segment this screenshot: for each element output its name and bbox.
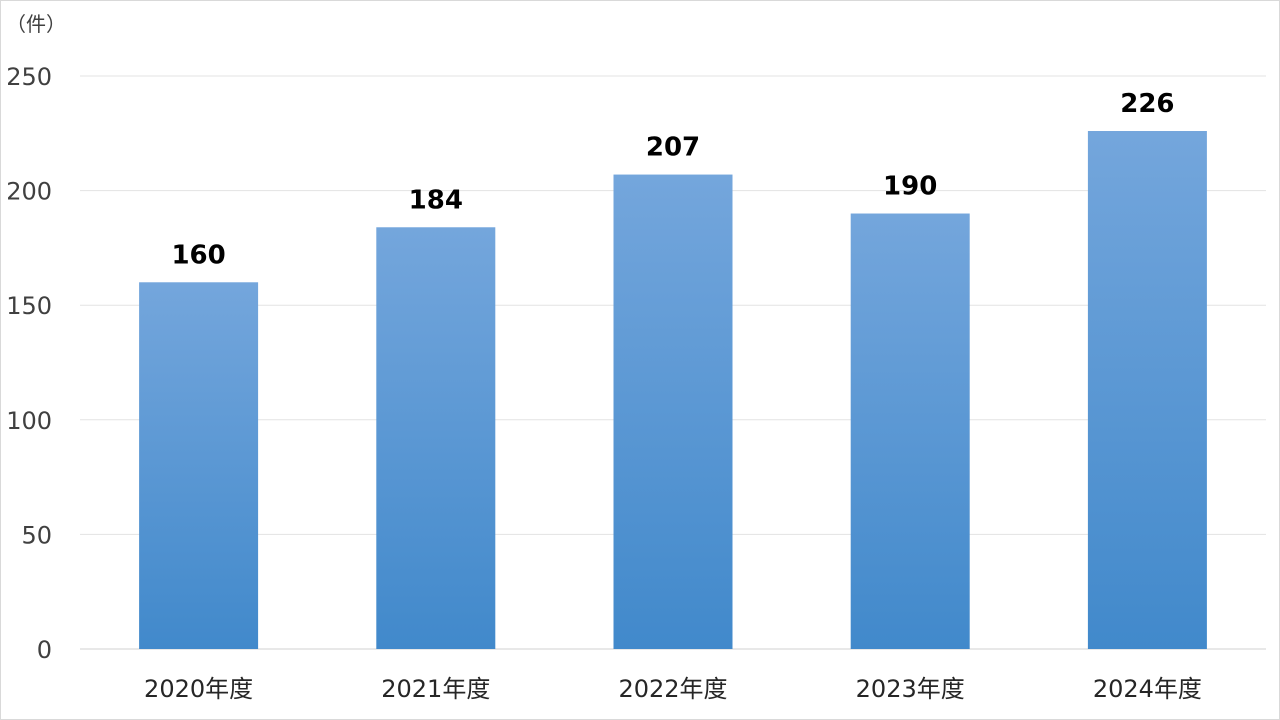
y-tick-label-250: 250 (6, 63, 52, 91)
x-tick-label-2: 2022年度 (618, 675, 727, 703)
x-tick-label-3: 2023年度 (856, 675, 965, 703)
bar-2 (613, 174, 733, 649)
bar-1 (376, 227, 496, 649)
data-label-0: 160 (171, 240, 225, 270)
x-tick-label-4: 2024年度 (1093, 675, 1202, 703)
bar-4 (1087, 131, 1207, 649)
bar-3 (850, 213, 970, 649)
data-label-3: 190 (883, 172, 937, 202)
bar-0 (139, 282, 259, 649)
y-tick-label-0: 0 (37, 636, 52, 664)
y-tick-label-150: 150 (6, 292, 52, 320)
y-tick-label-50: 50 (21, 521, 52, 549)
y-axis-unit-label: （件） (6, 12, 66, 36)
data-label-1: 184 (409, 185, 463, 215)
x-tick-label-1: 2021年度 (381, 675, 490, 703)
data-label-4: 226 (1120, 89, 1174, 119)
y-tick-label-100: 100 (6, 407, 52, 435)
data-label-2: 207 (646, 133, 700, 163)
y-tick-label-200: 200 (6, 178, 52, 206)
x-tick-label-0: 2020年度 (144, 675, 253, 703)
